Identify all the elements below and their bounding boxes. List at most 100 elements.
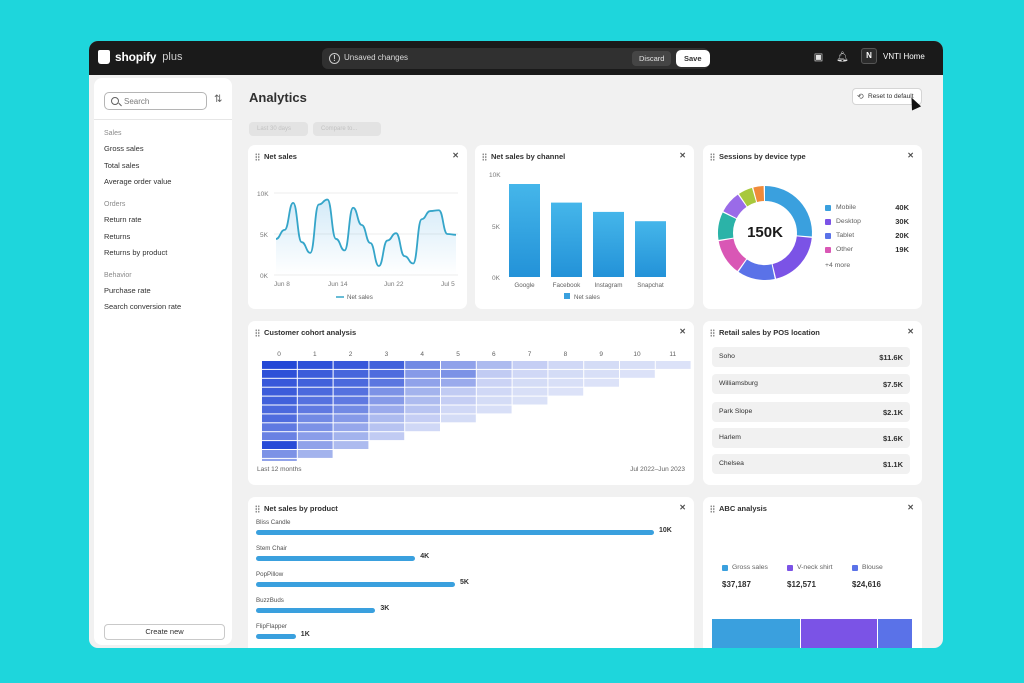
cohort-cell — [297, 387, 333, 396]
x-tick-label: Jun 8 — [274, 281, 290, 288]
cohort-cell — [333, 405, 369, 414]
close-icon[interactable]: ✕ — [907, 151, 914, 160]
divider — [94, 119, 232, 120]
sidebar-item-gross-sales[interactable]: Gross sales — [104, 144, 144, 153]
bell-icon[interactable]: 🔔︎ — [836, 52, 849, 63]
pos-location: Chelsea — [719, 460, 744, 467]
y-tick-label: 10K — [489, 172, 501, 179]
close-icon[interactable]: ✕ — [452, 151, 459, 160]
close-icon[interactable]: ✕ — [907, 327, 914, 336]
sidebar-item-total-sales[interactable]: Total sales — [104, 161, 140, 170]
donut-slice-segment-7[interactable] — [738, 187, 757, 207]
bar-instagram[interactable] — [593, 211, 624, 277]
sidebar-item-purchase-rate[interactable]: Purchase rate — [104, 286, 151, 295]
product-label: BuzzBuds — [256, 597, 284, 604]
card-title[interactable]: ABC analysis — [710, 504, 767, 513]
close-icon[interactable]: ✕ — [907, 503, 914, 512]
cohort-cell — [548, 387, 584, 396]
product-label: Stem Chair — [256, 545, 287, 552]
search-input[interactable]: Search — [104, 92, 207, 110]
sort-icon[interactable]: ⇅ — [214, 94, 223, 105]
device-value: 40K — [895, 203, 909, 212]
top-bar: shopify plus ! Unsaved changes Discard Sa… — [89, 41, 943, 75]
cohort-cell — [441, 378, 476, 387]
cohort-cell — [369, 432, 405, 441]
abc-segment[interactable] — [801, 619, 877, 648]
cohort-cell — [548, 369, 584, 378]
sidebar-item-returns-by-product[interactable]: Returns by product — [104, 248, 168, 257]
pos-value: $1.6K — [882, 434, 903, 443]
abc-value: $12,571 — [787, 580, 816, 589]
drag-handle-icon[interactable] — [710, 152, 715, 161]
donut-slice-other[interactable] — [718, 238, 747, 272]
donut-slice-mobile[interactable] — [765, 186, 812, 237]
card-title[interactable]: Sessions by device type — [710, 152, 806, 161]
card-title[interactable]: Net sales by product — [255, 504, 338, 513]
donut-slice-segment-8[interactable] — [753, 186, 765, 203]
abc-legend-label: Blouse — [862, 564, 883, 571]
sidebar-item-returns[interactable]: Returns — [104, 232, 131, 241]
close-icon[interactable]: ✕ — [679, 327, 686, 336]
store-switcher[interactable]: N VNTI Home — [861, 48, 925, 64]
card-title[interactable]: Customer cohort analysis — [255, 328, 356, 337]
x-tick-label: Google — [514, 282, 535, 289]
product-bar[interactable] — [256, 530, 654, 535]
store-avatar: N — [861, 48, 877, 64]
drag-handle-icon[interactable] — [255, 152, 260, 161]
card-title[interactable]: Net sales by channel — [482, 152, 565, 161]
bar-snapchat[interactable] — [635, 221, 666, 277]
sidebar-item-search-conversion-rate[interactable]: Search conversion rate — [104, 302, 182, 311]
donut-slice-segment-6[interactable] — [723, 194, 747, 219]
save-button[interactable]: Save — [676, 50, 710, 67]
reset-to-default-button[interactable]: ⟲ Reset to default — [852, 88, 922, 105]
cohort-heatmap: 0 1 2 3 4 5 6 7 8 9 10 11 — [262, 351, 691, 461]
drag-handle-icon[interactable] — [710, 328, 715, 337]
donut-slice-desktop[interactable] — [772, 236, 812, 279]
shopify-bag-icon — [98, 50, 110, 64]
bar-facebook[interactable] — [551, 202, 582, 277]
card-title[interactable]: Net sales — [255, 152, 297, 161]
product-bar[interactable] — [256, 556, 416, 561]
legend-swatch — [852, 564, 858, 571]
sidebar-item-return-rate[interactable]: Return rate — [104, 215, 142, 224]
product-bar[interactable] — [256, 582, 455, 587]
cohort-cell — [584, 361, 619, 369]
store-icon[interactable]: ▣ — [813, 52, 824, 63]
abc-segment[interactable] — [878, 619, 912, 648]
drag-handle-icon[interactable] — [482, 152, 487, 161]
create-new-button[interactable]: Create new — [104, 624, 225, 640]
drag-handle-icon[interactable] — [255, 504, 260, 513]
sidebar-group-label: Sales — [104, 130, 122, 137]
product-bar[interactable] — [256, 608, 376, 613]
shopify-logo[interactable]: shopify plus — [98, 50, 182, 64]
net-sales-title: Net sales — [264, 152, 297, 161]
compare-filter[interactable]: Compare to... — [313, 122, 381, 136]
date-range-filter[interactable]: Last 30 days — [249, 122, 308, 136]
close-icon[interactable]: ✕ — [679, 503, 686, 512]
donut-slice-tablet[interactable] — [738, 259, 775, 280]
pos-row: Harlem $1.6K — [712, 428, 910, 448]
product-bar[interactable] — [256, 634, 296, 639]
x-tick-label: Jul 5 — [441, 281, 455, 288]
drag-handle-icon[interactable] — [710, 504, 715, 513]
cohort-cell — [655, 361, 691, 369]
sidebar-item-average-order-value[interactable]: Average order value — [104, 177, 172, 186]
product-label: PopPillow — [256, 571, 284, 578]
device-value: 30K — [895, 217, 909, 226]
drag-handle-icon[interactable] — [255, 328, 260, 337]
cohort-cell — [297, 405, 333, 414]
cohort-cell — [476, 378, 512, 387]
cohort-cell — [333, 361, 369, 369]
abc-segment[interactable] — [712, 619, 800, 648]
close-icon[interactable]: ✕ — [679, 151, 686, 160]
donut-slice-segment-5[interactable] — [718, 212, 737, 240]
device-name: Desktop — [836, 218, 861, 225]
cohort-cell — [297, 432, 333, 441]
bar-google[interactable] — [509, 184, 540, 277]
cohort-cell — [476, 361, 512, 369]
discard-button[interactable]: Discard — [632, 51, 672, 66]
donut-center-label: 150K — [747, 224, 783, 241]
more-link[interactable]: +4 more — [825, 262, 851, 269]
cohort-cell — [584, 369, 619, 378]
card-title[interactable]: Retail sales by POS location — [710, 328, 820, 337]
